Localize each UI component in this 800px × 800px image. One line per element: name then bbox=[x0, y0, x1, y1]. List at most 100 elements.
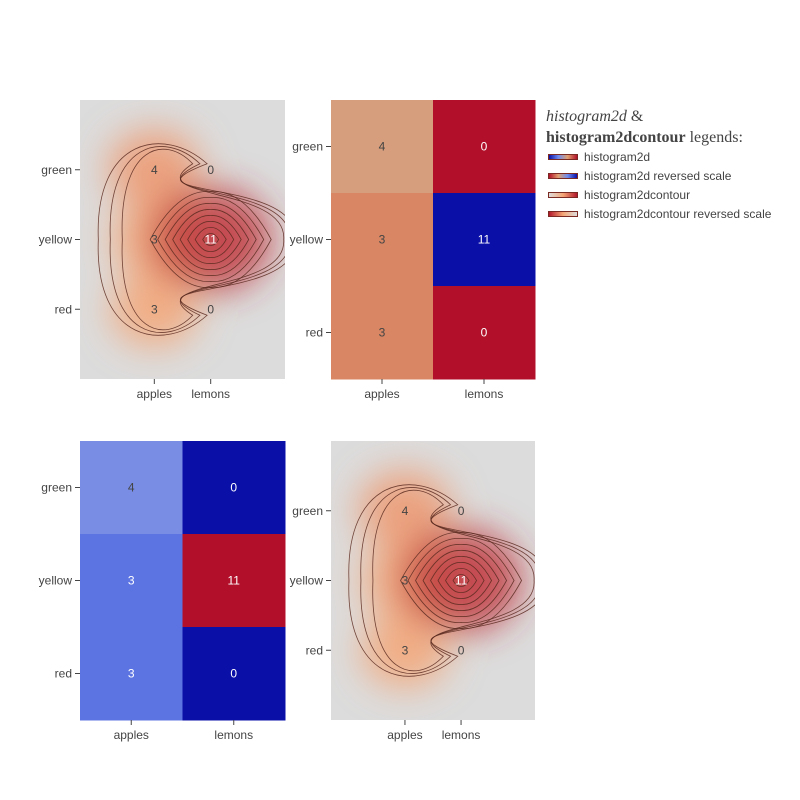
cell-value-label: 3 bbox=[128, 574, 135, 588]
contour-line bbox=[172, 209, 250, 270]
x-tick-label: apples bbox=[364, 387, 399, 401]
density-blob bbox=[401, 528, 522, 633]
heatmap-cell bbox=[331, 100, 434, 194]
y-tick-label: green bbox=[41, 163, 72, 177]
y-tick-label: red bbox=[306, 326, 323, 340]
legend-item-histogram2d-reversed[interactable]: histogram2d reversed scale bbox=[548, 167, 731, 185]
cell-value-label: 11 bbox=[204, 233, 217, 247]
heatmap-cell bbox=[331, 286, 434, 380]
heatmap-cell bbox=[182, 441, 286, 535]
cell-value-label: 4 bbox=[402, 504, 409, 518]
cell-value-label: 0 bbox=[230, 481, 237, 495]
contour-line bbox=[164, 203, 257, 276]
heatmap-cell bbox=[182, 534, 286, 628]
y-tick-label: green bbox=[292, 504, 323, 518]
contour-line bbox=[348, 484, 535, 677]
cell-value-label: 0 bbox=[481, 140, 488, 154]
y-tick-label: yellow bbox=[39, 233, 73, 247]
x-tick-label: lemons bbox=[214, 728, 253, 742]
contour-line bbox=[430, 556, 493, 605]
legend-item-histogram2d[interactable]: histogram2d bbox=[548, 148, 650, 166]
legend-title-italic: histogram2d bbox=[546, 108, 627, 125]
cell-value-label: 11 bbox=[228, 574, 241, 588]
legend-swatch bbox=[548, 154, 578, 160]
contour-line bbox=[194, 227, 227, 252]
cell-value-label: 3 bbox=[151, 302, 158, 316]
contour-line bbox=[407, 538, 515, 623]
legend-item-histogram2dcontour[interactable]: histogram2dcontour bbox=[548, 186, 690, 204]
contour-line bbox=[422, 550, 500, 611]
legend-label: histogram2dcontour bbox=[584, 188, 691, 202]
heatmap-cell bbox=[433, 286, 536, 380]
cell-value-label: 3 bbox=[379, 326, 386, 340]
cell-value-label: 3 bbox=[402, 574, 409, 588]
cell-value-label: 11 bbox=[455, 574, 468, 588]
contour-line bbox=[445, 568, 478, 593]
contour-line bbox=[437, 562, 485, 599]
x-tick-label: lemons bbox=[191, 387, 230, 401]
legend-title-rest: legends: bbox=[685, 129, 743, 146]
contour-line bbox=[372, 489, 535, 672]
x-tick-label: apples bbox=[387, 728, 422, 742]
y-tick-label: yellow bbox=[290, 233, 324, 247]
legend-swatch bbox=[548, 192, 578, 198]
legend-title: histogram2d & histogram2dcontour legends… bbox=[546, 106, 743, 148]
y-tick-label: red bbox=[55, 302, 72, 316]
contour-line bbox=[179, 215, 242, 264]
cell-value-label: 0 bbox=[481, 326, 488, 340]
y-tick-label: red bbox=[306, 643, 323, 657]
contour-line bbox=[187, 221, 235, 258]
heatmap-cell bbox=[80, 441, 183, 535]
cell-value-label: 4 bbox=[379, 140, 386, 154]
subplot-3: 4 0 3 11 3 0 apples lemons green yellow red bbox=[39, 441, 286, 742]
heatmap-cell bbox=[80, 534, 183, 628]
heatmap-cell bbox=[433, 193, 536, 287]
legend-title-bold: histogram2dcontour bbox=[546, 129, 686, 146]
cell-value-label: 0 bbox=[458, 504, 465, 518]
subplot-4: 4 0 3 11 3 0 apples lemons green yellow red bbox=[290, 441, 535, 742]
cell-value-label: 3 bbox=[402, 643, 409, 657]
y-tick-label: red bbox=[55, 667, 72, 681]
cell-value-label: 3 bbox=[379, 233, 386, 247]
x-tick-label: apples bbox=[137, 387, 172, 401]
legend-title-amp: & bbox=[626, 108, 644, 125]
heatmap-cell bbox=[331, 193, 434, 287]
cell-value-label: 0 bbox=[207, 302, 214, 316]
heatmap-cell bbox=[433, 100, 536, 194]
legend-swatch bbox=[548, 211, 578, 217]
y-tick-label: green bbox=[41, 481, 72, 495]
y-tick-label: green bbox=[292, 140, 323, 154]
cell-value-label: 0 bbox=[230, 667, 237, 681]
y-tick-label: yellow bbox=[290, 574, 324, 588]
cell-value-label: 3 bbox=[151, 233, 158, 247]
cell-value-label: 4 bbox=[128, 481, 135, 495]
legend-label: histogram2d bbox=[584, 150, 651, 164]
contour-line bbox=[97, 143, 285, 336]
density-blob bbox=[150, 187, 271, 292]
y-tick-label: yellow bbox=[39, 574, 73, 588]
contour-line bbox=[415, 544, 508, 617]
x-tick-label: apples bbox=[114, 728, 149, 742]
contour-line bbox=[149, 191, 272, 288]
subplot-2: 4 0 3 11 3 0 apples lemons green yellow red bbox=[290, 100, 536, 401]
cell-value-label: 0 bbox=[207, 163, 214, 177]
contour-line bbox=[360, 487, 535, 674]
legend-swatch bbox=[548, 173, 578, 179]
legend-label: histogram2d reversed scale bbox=[584, 169, 732, 183]
subplot-1: 4 0 3 11 3 0 apples lemons green yellow red bbox=[39, 100, 285, 401]
x-tick-label: lemons bbox=[465, 387, 504, 401]
legend-item-histogram2dcontour-reversed[interactable]: histogram2dcontour reversed scale bbox=[548, 205, 771, 223]
contour-line bbox=[452, 574, 470, 587]
contour-line bbox=[202, 233, 220, 246]
contour-line bbox=[400, 532, 523, 629]
contour-line bbox=[121, 148, 285, 331]
cell-value-label: 0 bbox=[458, 643, 465, 657]
cell-value-label: 3 bbox=[128, 667, 135, 681]
cell-value-label: 11 bbox=[478, 233, 491, 247]
cell-value-label: 4 bbox=[151, 163, 158, 177]
legend-label: histogram2dcontour reversed scale bbox=[584, 207, 772, 221]
heatmap-cell bbox=[182, 627, 286, 721]
contour-line bbox=[109, 146, 285, 333]
heatmap-cell bbox=[80, 627, 183, 721]
